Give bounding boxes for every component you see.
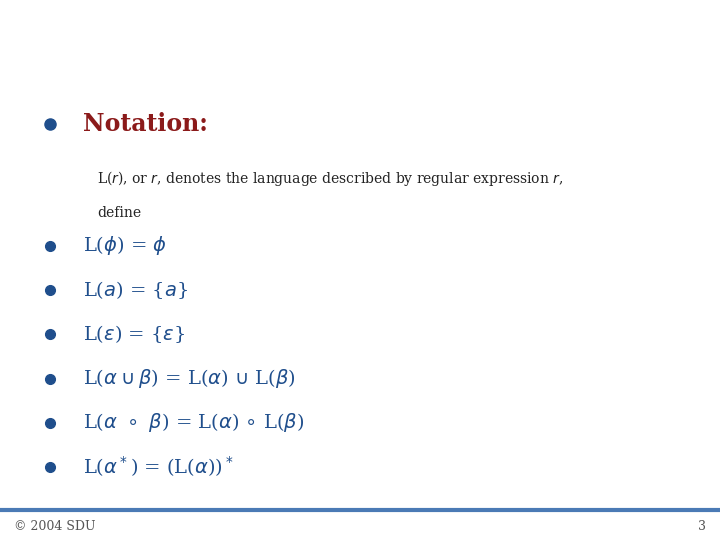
Text: define: define (97, 206, 141, 220)
Text: L($r$), or $r$, denotes the language described by regular expression $r$,: L($r$), or $r$, denotes the language des… (97, 168, 564, 188)
Text: L($\phi$) = $\phi$: L($\phi$) = $\phi$ (83, 234, 167, 257)
Text: 3: 3 (698, 520, 706, 533)
Text: L($\alpha \cup \beta$) = L($\alpha$) $\cup$ L($\beta$): L($\alpha \cup \beta$) = L($\alpha$) $\c… (83, 367, 295, 390)
Text: L($a$) = {$a$}: L($a$) = {$a$} (83, 279, 188, 301)
Text: © 2004 SDU: © 2004 SDU (14, 520, 96, 533)
Text: L($\alpha\ \circ\ \beta$) = L($\alpha$) $\circ$ L($\beta$): L($\alpha\ \circ\ \beta$) = L($\alpha$) … (83, 411, 304, 434)
Text: L($\varepsilon$) = {$\varepsilon$}: L($\varepsilon$) = {$\varepsilon$} (83, 323, 185, 345)
Text: L($\alpha^*$) = (L($\alpha$))$^*$: L($\alpha^*$) = (L($\alpha$))$^*$ (83, 455, 233, 480)
Text: Notation:: Notation: (83, 112, 207, 136)
